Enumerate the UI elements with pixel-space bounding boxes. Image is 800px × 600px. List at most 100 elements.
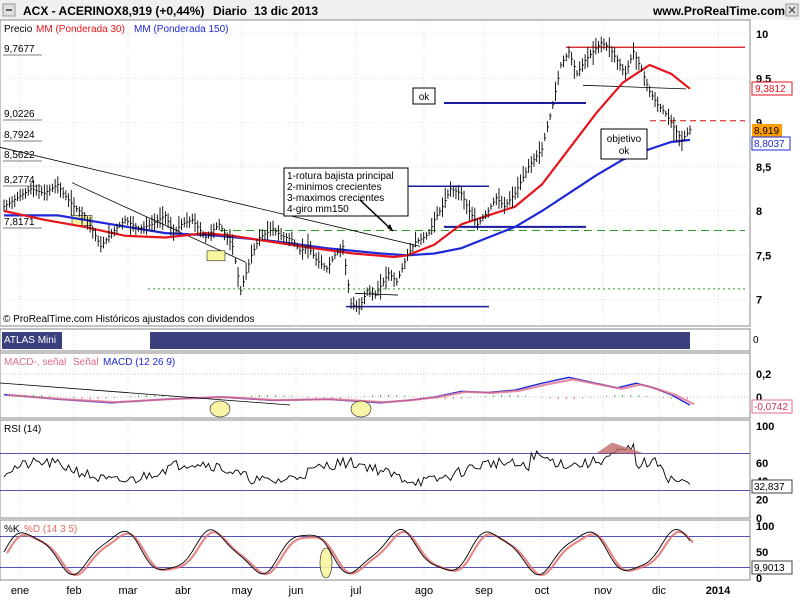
objetivo-ok-text: ok <box>619 146 631 157</box>
macd-legend-3: MACD (12 26 9) <box>103 357 175 368</box>
ma150-value: 8,8037 <box>754 139 785 150</box>
annotation-ok: ok <box>412 87 436 105</box>
x-tick-label: jul <box>349 585 361 597</box>
stoch-k-line <box>3 528 691 576</box>
x-tick-label: mar <box>119 585 138 597</box>
objetivo-text: objetivo <box>607 134 642 145</box>
atlas-fill <box>150 332 690 349</box>
y-tick-label: 7 <box>756 295 762 307</box>
stoch-legend-d: %D (14 3 5) <box>24 524 77 535</box>
header: ACX - ACERINOX 8,919 (+0,44%) Diario 13 … <box>0 0 800 20</box>
current-last-tag: 8,919 <box>752 124 782 137</box>
footer-note: © ProRealTime.com Históricos ajustados c… <box>3 314 255 325</box>
last-price: 8,919 (+0,44%) <box>122 4 204 18</box>
x-tick-label: dic <box>652 585 667 597</box>
atlas-fill <box>2 332 62 349</box>
legend-ma30: MM (Ponderada 30) <box>36 24 125 35</box>
macd-last-tag: -0,0742 <box>751 399 793 414</box>
current-ma30-tag: 9,3812 <box>751 81 793 96</box>
atlas-value: 0 <box>753 335 759 346</box>
period: Diario <box>213 4 247 18</box>
x-tick-label: ene <box>11 585 29 597</box>
left-value: 8,5622 <box>4 150 35 161</box>
macd-tick: 0,2 <box>756 369 771 381</box>
levels <box>0 46 745 308</box>
left-value: 7,8171 <box>4 217 35 228</box>
left-value: 8,2774 <box>4 175 35 186</box>
rsi-tick: 20 <box>756 495 768 507</box>
x-axis: ene feb mar abr may jun jul ago sep oct nov dic 2014 <box>11 585 731 597</box>
x-tick-label: ago <box>415 585 433 597</box>
rsi-label: RSI (14) <box>4 424 41 435</box>
step-2: 2-minimos crecientes <box>287 182 381 193</box>
left-value: 9,0226 <box>4 109 35 120</box>
symbol-title: ACX - ACERINOX <box>23 4 122 18</box>
macd-highlight-circle <box>209 400 231 418</box>
y-tick-label: 7,5 <box>756 250 771 262</box>
site-label: www.ProRealTime.com <box>652 4 785 18</box>
x-tick-label: oct <box>535 585 550 597</box>
x-tick-label: 2014 <box>706 585 731 597</box>
minus-icon[interactable] <box>2 3 16 17</box>
ok-text: ok <box>419 92 431 103</box>
step-arrow-head <box>387 224 393 231</box>
atlas-label: ATLAS Mini <box>4 335 56 346</box>
left-value: 9,7677 <box>4 44 35 55</box>
x-tick-label: sep <box>475 585 493 597</box>
x-tick-label: nov <box>594 585 612 597</box>
macd-signal-line <box>7 378 695 406</box>
step-4: 4-giro mm150 <box>287 204 349 215</box>
x-tick-label: jun <box>288 585 304 597</box>
rsi-panel <box>0 419 751 519</box>
right-axes: 109,598,587,570,201006040200100500 <box>756 29 774 585</box>
stoch-legend-k: %K <box>4 524 20 535</box>
legend: Precio MM (Ponderada 30) MM (Ponderada 1… <box>4 24 229 35</box>
macd-trendline <box>0 382 291 406</box>
y-tick-label: 9 <box>756 118 762 130</box>
stoch-tick: 50 <box>756 547 768 559</box>
macd-legend-1: MACD-, señal <box>4 357 66 368</box>
macd-tick: 0 <box>756 392 762 404</box>
trendline-main <box>0 146 421 247</box>
annotation-steps: 1-rotura bajista principal 2-minimos cre… <box>283 167 409 232</box>
rsi-tick: 0 <box>756 513 762 525</box>
ma30-value: 9,3812 <box>755 84 786 95</box>
trendline-top <box>582 84 687 90</box>
highlight-box <box>206 250 226 262</box>
date: 13 dic 2013 <box>254 4 318 18</box>
step-arrow <box>359 199 394 232</box>
y-tick-label: 10 <box>756 29 768 41</box>
stoch-panel <box>0 519 751 581</box>
stoch-tick: 0 <box>756 573 762 585</box>
y-tick-label: 8 <box>756 206 762 218</box>
rsi-overbought-fill <box>595 442 645 454</box>
step-1: 1-rotura bajista principal <box>287 171 394 182</box>
current-ma150-tag: 8,8037 <box>751 136 791 151</box>
x-tick-label: abr <box>175 585 191 597</box>
legend-price: Precio <box>4 24 33 35</box>
rsi-line <box>3 442 691 488</box>
stoch-last-tag: 9,9013 <box>751 560 793 575</box>
close-icon[interactable] <box>785 3 799 17</box>
macd-last: -0,0742 <box>754 402 788 413</box>
annotation-objetivo: objetivo ok <box>600 128 648 160</box>
trendline-secondary <box>71 182 247 263</box>
stoch-tick: 100 <box>756 521 774 533</box>
rsi-last: 32,837 <box>754 482 785 493</box>
step-3: 3-maximos crecientes <box>287 193 384 204</box>
left-value: 8,7924 <box>4 130 35 141</box>
y-tick-label: 8,5 <box>756 162 771 174</box>
trendline-bottom <box>354 292 399 296</box>
indicators <box>0 332 695 579</box>
stoch-highlight-circle <box>319 547 333 579</box>
x-tick-label: feb <box>66 585 81 597</box>
rsi-last-tag: 32,837 <box>751 479 793 494</box>
stoch-last: 9,9013 <box>754 563 785 574</box>
last-value: 8,919 <box>754 126 779 137</box>
macd-highlight-circle <box>350 400 372 418</box>
macd-legend-2: Señal <box>73 357 99 368</box>
rsi-tick: 60 <box>756 458 768 470</box>
legend-ma150: MM (Ponderada 150) <box>134 24 229 35</box>
grid <box>0 20 750 580</box>
